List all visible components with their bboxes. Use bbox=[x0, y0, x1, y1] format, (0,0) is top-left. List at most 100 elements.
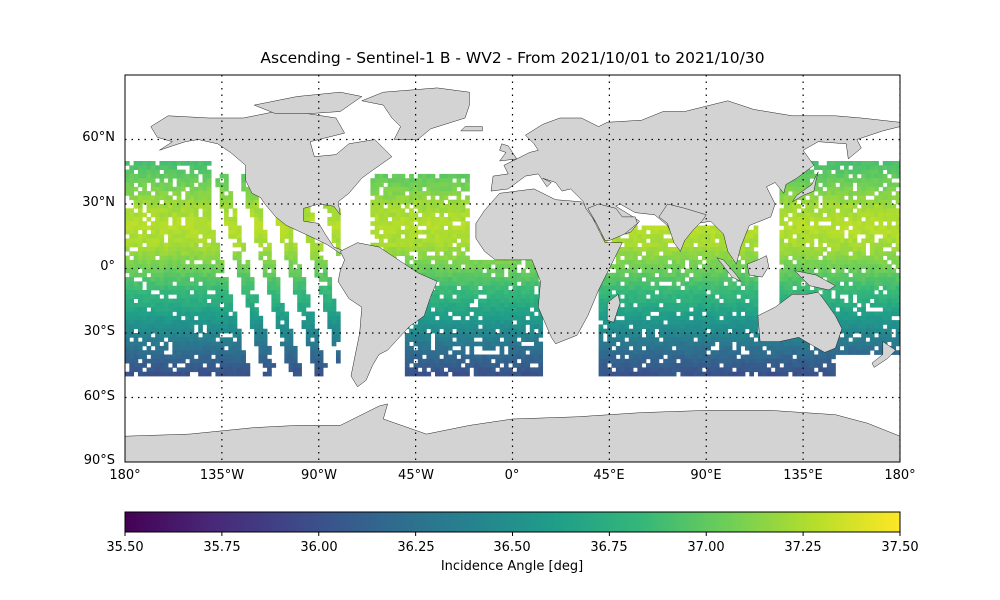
grid-cell bbox=[796, 285, 802, 291]
grid-cell bbox=[671, 247, 677, 252]
grid-cell bbox=[396, 195, 401, 201]
grid-cell bbox=[641, 234, 647, 239]
grid-cell bbox=[310, 333, 315, 338]
grid-cell bbox=[284, 247, 290, 252]
grid-cell bbox=[891, 238, 897, 244]
grid-cell bbox=[426, 315, 432, 321]
grid-cell bbox=[426, 324, 432, 330]
grid-cell bbox=[159, 264, 165, 269]
grid-cell bbox=[848, 268, 854, 274]
grid-cell bbox=[628, 264, 634, 269]
grid-cell bbox=[895, 195, 900, 201]
grid-cell bbox=[736, 307, 742, 312]
grid-cell bbox=[654, 298, 660, 304]
grid-cell bbox=[275, 294, 281, 299]
grid-cell bbox=[159, 238, 165, 244]
grid-cell bbox=[430, 268, 436, 274]
grid-cell bbox=[254, 311, 259, 317]
grid-cell bbox=[856, 212, 862, 218]
grid-cell bbox=[732, 281, 737, 287]
grid-cell bbox=[611, 238, 617, 244]
grid-cell bbox=[770, 350, 776, 355]
grid-cell bbox=[861, 221, 866, 226]
grid-cell bbox=[469, 363, 475, 368]
grid-cell bbox=[185, 341, 190, 347]
grid-cell bbox=[633, 341, 638, 347]
grid-cell bbox=[417, 208, 423, 213]
grid-cell bbox=[727, 259, 733, 265]
grid-cell bbox=[826, 302, 832, 308]
grid-cell bbox=[391, 186, 397, 192]
grid-cell bbox=[172, 208, 178, 213]
grid-cell bbox=[869, 242, 875, 248]
grid-cell bbox=[779, 259, 785, 265]
grid-cell bbox=[887, 251, 892, 256]
grid-cell bbox=[478, 320, 483, 325]
grid-cell bbox=[887, 324, 892, 330]
grid-cell bbox=[869, 302, 875, 308]
grid-cell bbox=[736, 302, 742, 308]
grid-cell bbox=[172, 259, 178, 265]
grid-cell bbox=[861, 251, 866, 256]
grid-cell bbox=[887, 161, 892, 166]
grid-cell bbox=[168, 247, 173, 252]
grid-cell bbox=[180, 333, 186, 338]
grid-cell bbox=[508, 264, 513, 269]
grid-cell bbox=[426, 173, 432, 179]
grid-cell bbox=[775, 341, 780, 347]
grid-cell bbox=[848, 298, 854, 304]
grid-cell bbox=[180, 358, 186, 364]
grid-cell bbox=[465, 268, 470, 274]
grid-cell bbox=[185, 204, 190, 209]
grid-cell bbox=[788, 199, 793, 205]
grid-cell bbox=[189, 208, 195, 213]
grid-cell bbox=[456, 367, 462, 373]
grid-cell bbox=[460, 221, 466, 226]
grid-cell bbox=[869, 281, 875, 287]
grid-cell bbox=[779, 285, 785, 291]
grid-cell bbox=[202, 264, 208, 269]
grid-cell bbox=[749, 302, 755, 308]
grid-cell bbox=[241, 264, 246, 269]
grid-cell bbox=[163, 345, 169, 351]
grid-cell bbox=[865, 324, 871, 330]
grid-cell bbox=[413, 337, 419, 342]
grid-cell bbox=[142, 259, 147, 265]
grid-cell bbox=[831, 204, 836, 209]
grid-cell bbox=[469, 341, 475, 347]
grid-cell bbox=[460, 333, 466, 338]
grid-cell bbox=[275, 307, 281, 312]
grid-cell bbox=[206, 178, 212, 183]
grid-cell bbox=[495, 358, 500, 364]
grid-cell bbox=[133, 186, 139, 192]
grid-cell bbox=[706, 311, 711, 317]
grid-cell bbox=[465, 264, 470, 269]
grid-cell bbox=[689, 354, 694, 360]
grid-cell bbox=[689, 324, 694, 330]
grid-cell bbox=[856, 298, 862, 304]
grid-cell bbox=[895, 285, 900, 291]
grid-cell bbox=[284, 337, 290, 342]
grid-cell bbox=[271, 294, 277, 299]
grid-cell bbox=[783, 195, 789, 201]
grid-cell bbox=[198, 225, 203, 231]
grid-cell bbox=[874, 229, 879, 235]
grid-cell bbox=[193, 367, 199, 373]
grid-cell bbox=[422, 199, 427, 205]
grid-cell bbox=[882, 302, 888, 308]
grid-cell bbox=[658, 350, 664, 355]
grid-cell bbox=[404, 216, 410, 222]
grid-cell bbox=[185, 285, 190, 291]
grid-cell bbox=[490, 290, 496, 295]
grid-cell bbox=[323, 363, 328, 368]
grid-cell bbox=[198, 268, 203, 274]
grid-cell bbox=[168, 298, 173, 304]
grid-cell bbox=[404, 259, 410, 265]
grid-cell bbox=[878, 324, 884, 330]
grid-cell bbox=[469, 290, 475, 295]
grid-cell bbox=[206, 281, 212, 287]
grid-cell bbox=[710, 281, 716, 287]
grid-cell bbox=[887, 204, 892, 209]
grid-cell bbox=[844, 311, 849, 317]
grid-cell bbox=[663, 324, 668, 330]
